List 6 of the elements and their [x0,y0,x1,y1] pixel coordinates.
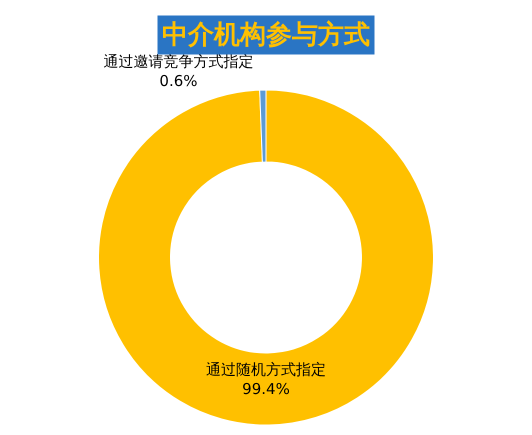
data-label: 99.4% [242,380,290,398]
data-label: 0.6% [159,72,198,90]
slice-label: 通过邀请竞争方式指定 [103,52,254,71]
slice-label: 通过随机方式指定 [206,360,326,378]
chart-title: 中介机构参与方式 [162,20,370,50]
donut-slice [98,90,434,426]
